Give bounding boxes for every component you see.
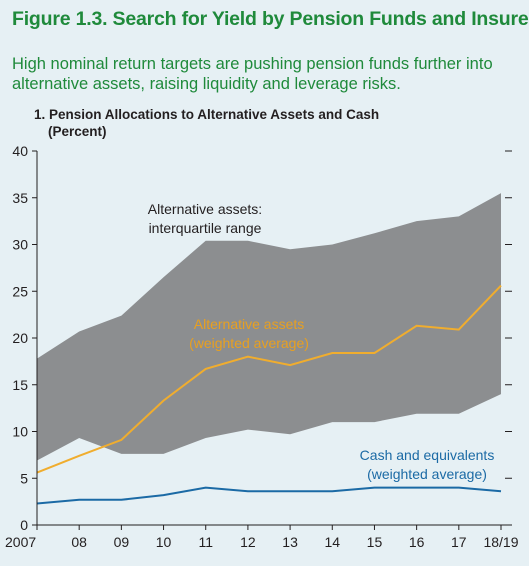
y-tick-label: 25 — [12, 283, 28, 299]
cash-line — [36, 486, 502, 505]
cash-label: Cash and equivalents (weighted average) — [360, 447, 495, 482]
band-label: Alternative assets: interquartile range — [148, 201, 262, 236]
x-tick-label: 12 — [240, 534, 256, 550]
x-tick-label: 14 — [324, 534, 340, 550]
alternative-assets-line — [36, 284, 502, 474]
x-tick-label: 15 — [367, 534, 383, 550]
chart-subtitle: (Percent) — [48, 124, 107, 139]
y-tick-label: 35 — [12, 190, 28, 206]
x-tick-label: 2007 — [5, 534, 36, 550]
x-tick-label: 10 — [156, 534, 172, 550]
x-tick-label: 09 — [114, 534, 130, 550]
x-tick-label: 11 — [198, 534, 213, 550]
x-tick-label: 16 — [409, 534, 425, 550]
label-layer: Alternative assets: interquartile range Al… — [148, 201, 495, 482]
figure-subtitle: High nominal return targets are pushing … — [12, 55, 493, 93]
y-tick-label: 15 — [12, 377, 28, 393]
interquartile-range-area — [37, 193, 501, 461]
alternative-assets-label: Alternative assets (weighted average) — [189, 316, 309, 351]
x-tick-label: 13 — [282, 534, 298, 550]
figure-title: Figure 1.3. Search for Yield by Pension … — [12, 8, 529, 30]
y-tick-label: 40 — [12, 143, 28, 159]
y-tick-label: 0 — [20, 517, 28, 533]
y-tick-label: 10 — [12, 424, 28, 440]
y-tick-label: 20 — [12, 330, 28, 346]
band-layer — [37, 193, 501, 461]
y-tick-label: 5 — [20, 470, 28, 486]
x-tick-label: 17 — [451, 534, 467, 550]
series-layer — [36, 284, 502, 505]
axis-layer: 0 5 10 15 20 25 30 35 40 2007 08 09 10 11 12 13 14 15 16 17… — [5, 143, 519, 550]
chart-title: 1. Pension Allocations to Alternative As… — [34, 107, 380, 122]
y-tick-label: 30 — [12, 237, 28, 253]
x-tick-label: 18/19 — [483, 534, 518, 550]
x-tick-label: 08 — [71, 534, 87, 550]
